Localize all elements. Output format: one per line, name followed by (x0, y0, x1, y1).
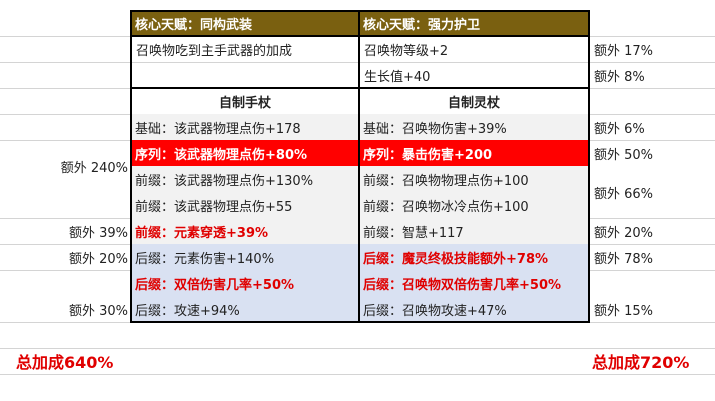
right-row-prefix-2[interactable]: 前缀：召唤物冰冷点伤+100 (359, 192, 589, 218)
border-section-top (130, 87, 590, 89)
left-row-sequence[interactable]: 序列：该武器物理点伤+80% (131, 140, 359, 166)
right-extra-crit[interactable]: 额外 50% (589, 140, 715, 166)
left-extra-penetration[interactable]: 额外 39% (68, 225, 128, 241)
border-right (588, 10, 590, 323)
border-bottom (130, 321, 590, 323)
left-extra-double-damage[interactable]: 额外 30% (68, 303, 128, 319)
right-row-base[interactable]: 基础：召唤物伤害+39% (359, 114, 589, 140)
right-intro-level-extra[interactable]: 额外 17% (589, 36, 715, 62)
border-left (130, 10, 132, 323)
right-row-suffix-2[interactable]: 后缀：召唤物双倍伤害几率+50% (359, 270, 589, 296)
right-row-suffix-3[interactable]: 后缀：召唤物攻速+47% (359, 296, 589, 322)
left-row-prefix-2[interactable]: 前缀：该武器物理点伤+55 (131, 192, 359, 218)
border-middle (358, 10, 360, 323)
left-row-suffix-3[interactable]: 后缀：攻速+94% (131, 296, 359, 322)
left-row-base[interactable]: 基础：该武器物理点伤+178 (131, 114, 359, 140)
right-row-prefix-3[interactable]: 前缀：智慧+117 (359, 218, 589, 244)
left-intro-text[interactable]: 召唤物吃到主手武器的加成 (131, 36, 359, 62)
left-total[interactable]: 总加成640% (16, 353, 114, 372)
left-extra-elemental[interactable]: 额外 20% (68, 251, 128, 267)
right-intro-level[interactable]: 召唤物等级+2 (359, 36, 589, 62)
right-intro-growth-extra[interactable]: 额外 8% (589, 62, 715, 88)
left-row-suffix-2[interactable]: 后缀：双倍伤害几率+50% (131, 270, 359, 296)
right-extra-attack-speed[interactable]: 额外 15% (589, 296, 715, 322)
right-row-sequence[interactable]: 序列：暴击伤害+200 (359, 140, 589, 166)
left-weapon-title[interactable]: 自制手杖 (218, 95, 271, 111)
left-talent-title[interactable]: 核心天赋：同构武装 (131, 10, 359, 36)
right-row-suffix-1[interactable]: 后缀：魔灵终极技能额外+78% (359, 244, 589, 270)
right-extra-ultimate[interactable]: 额外 78% (589, 244, 715, 270)
right-extra-intelligence[interactable]: 额外 20% (589, 218, 715, 244)
left-extra-sequence[interactable]: 额外 240% (60, 160, 128, 176)
right-row-prefix-1[interactable]: 前缀：召唤物物理点伤+100 (359, 166, 589, 192)
left-row-suffix-1[interactable]: 后缀：元素伤害+140% (131, 244, 359, 270)
right-extra-point-damage[interactable]: 额外 66% (589, 166, 715, 218)
right-talent-title[interactable]: 核心天赋：强力护卫 (359, 10, 589, 36)
border-top (130, 10, 590, 12)
left-row-prefix-1[interactable]: 前缀：该武器物理点伤+130% (131, 166, 359, 192)
right-weapon-title[interactable]: 自制灵杖 (447, 95, 500, 111)
right-extra-base[interactable]: 额外 6% (589, 114, 715, 140)
left-row-prefix-3[interactable]: 前缀：元素穿透+39% (131, 218, 359, 244)
border-header-bottom (130, 35, 590, 37)
right-intro-growth[interactable]: 生长值+40 (359, 62, 589, 88)
right-total[interactable]: 总加成720% (592, 353, 690, 372)
